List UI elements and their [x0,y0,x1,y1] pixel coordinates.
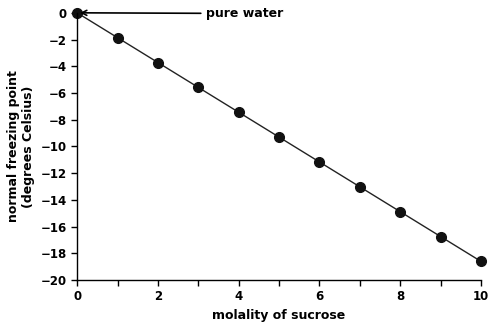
Point [194,85,202,90]
Point [315,159,323,164]
Point [114,35,122,40]
Point [235,110,243,115]
Point [154,60,162,65]
Y-axis label: normal freezing point
(degrees Celsius): normal freezing point (degrees Celsius) [7,70,35,222]
Point [73,10,81,15]
Point [477,259,485,264]
Point [275,135,283,140]
Text: pure water: pure water [82,7,284,20]
Point [396,209,404,214]
Point [356,184,364,190]
X-axis label: molality of sucrose: molality of sucrose [212,309,346,322]
Point [436,234,444,239]
